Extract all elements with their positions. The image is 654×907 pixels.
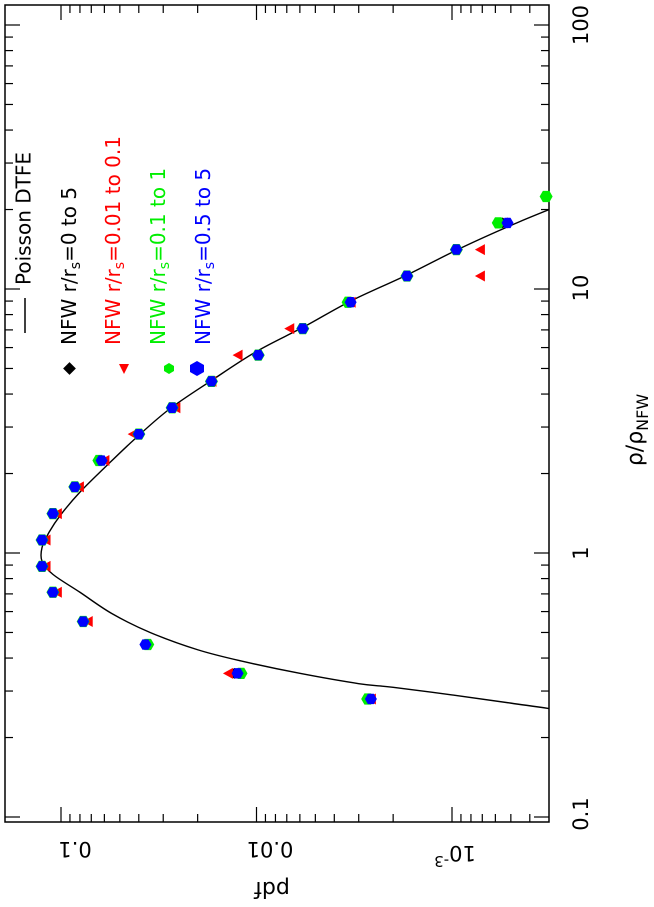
data-point-hexagon	[252, 349, 265, 361]
data-point-triangle	[284, 323, 295, 335]
x-tick-label-base: 10	[449, 841, 476, 865]
curve-layer	[40, 208, 549, 710]
x-axis-label: pdf	[253, 876, 290, 901]
legend-text-sub: s	[68, 262, 84, 269]
legend-text-post: =0.1 to 1	[146, 168, 170, 262]
y-tick-label: 10	[569, 275, 593, 302]
legend-triangle-marker	[119, 364, 129, 374]
legend-text-pre: NFW r/r	[101, 268, 125, 345]
data-point-hexagon	[539, 190, 553, 203]
data-point-hexagon	[364, 693, 377, 705]
data-point-hexagon	[77, 616, 90, 627]
data-point-hexagon	[231, 668, 244, 679]
x-tick-label: 0.01	[247, 837, 294, 861]
legend-hexagon-marker-blue	[190, 361, 204, 376]
data-point-hexagon	[95, 455, 108, 466]
x-tick-label: 10-3	[434, 841, 476, 871]
x-tick-labels: 0.1 0.01 10-3	[58, 837, 476, 871]
legend-text-pre: NFW r/r	[191, 268, 215, 345]
legend-text-sub: s	[202, 262, 218, 269]
data-point-hexagon	[68, 481, 81, 493]
data-point-hexagon	[296, 323, 309, 334]
data-point-hexagon	[400, 270, 413, 282]
legend-label-poisson-dtfe: Poisson DTFE	[12, 152, 36, 285]
data-point-hexagon	[132, 428, 145, 440]
data-point-hexagon	[46, 508, 59, 519]
data-point-triangle	[222, 667, 233, 679]
y-axis-label-sub: NFW	[633, 394, 652, 431]
data-point-hexagon	[491, 217, 505, 229]
legend-text-sub: s	[157, 262, 173, 269]
legend-text-post: =0.01 to 0.1	[101, 136, 125, 262]
data-point-hexagon	[46, 587, 59, 598]
x-tick-label-exponent: -3	[434, 853, 449, 871]
data-point-hexagon	[450, 244, 463, 255]
plot-border	[4, 4, 550, 823]
legend-label-nfw-05-5: NFW r/rs=0.5 to 5	[191, 168, 219, 345]
data-point-hexagon	[205, 376, 218, 387]
y-axis-label-main: ρ/ρ	[623, 431, 648, 466]
y-tick-labels: 0.1 1 10 100	[569, 5, 593, 831]
legend-diamond-marker	[63, 362, 76, 375]
y-tick-label: 100	[569, 5, 593, 45]
data-point-triangle	[232, 349, 243, 361]
axis-ticks	[5, 5, 549, 822]
legend-text-post: =0.5 to 5	[191, 168, 215, 262]
legend-label-nfw-001-01: NFW r/rs=0.01 to 0.1	[101, 136, 129, 345]
data-point-hexagon	[36, 561, 49, 572]
y-tick-label: 0.1	[569, 797, 593, 830]
y-axis-label: ρ/ρNFW	[623, 394, 652, 467]
y-tick-label: 1	[569, 546, 593, 559]
legend: Poisson DTFE NFW r/rs=0 to 5 NFW r/rs=0.…	[12, 136, 219, 376]
data-point-hexagon	[344, 297, 357, 308]
data-point-hexagon	[36, 534, 49, 546]
data-point-hexagon	[166, 402, 179, 413]
series-3	[36, 217, 514, 705]
poisson-dtfe-curve	[40, 208, 549, 710]
data-point-hexagon	[139, 639, 152, 650]
legend-label-nfw-0-5: NFW r/rs=0 to 5	[57, 187, 85, 345]
plot-frame	[4, 4, 550, 823]
data-point-hexagon	[501, 217, 514, 229]
legend-text-pre: NFW r/r	[57, 268, 81, 345]
legend-text-sub: s	[112, 262, 128, 269]
legend-text-pre: NFW r/r	[146, 268, 170, 345]
points-layer	[35, 190, 553, 705]
legend-hexagon-marker-green	[164, 363, 174, 374]
data-point-triangle	[474, 270, 485, 282]
legend-text-post: =0 to 5	[57, 187, 81, 262]
data-point-triangle	[474, 244, 485, 256]
legend-label-nfw-01-1: NFW r/rs=0.1 to 1	[146, 168, 174, 345]
x-tick-label: 0.1	[58, 837, 91, 861]
